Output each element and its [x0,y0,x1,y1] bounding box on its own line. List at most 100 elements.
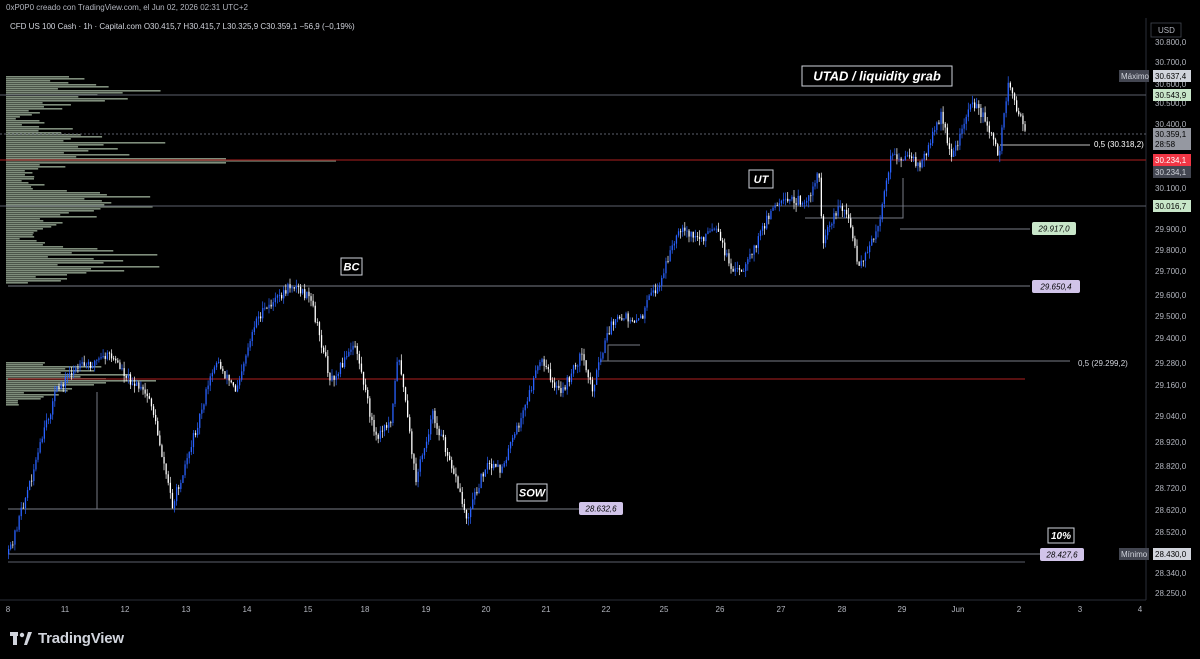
candle-body [478,488,480,494]
candle-body [285,290,287,294]
candle-body [12,544,14,546]
candle-body [667,261,669,262]
candle-body [814,183,816,187]
volume-profile-bar [6,214,61,216]
candle-body [801,202,804,205]
time-tick: 2 [1017,605,1022,614]
price-tick: 29.900,0 [1155,225,1187,234]
candle-body [495,463,497,467]
time-tick: 21 [542,605,551,614]
candle-body [373,419,375,432]
volume-profile-bar [6,152,64,154]
volume-profile-bar [6,106,44,108]
candle-body [360,363,363,372]
candle-body [902,160,904,161]
candle-body [959,133,961,146]
candle-body [249,341,251,348]
volume-profile-bar [6,218,40,220]
red-level-tag: 30.234,1 [1155,156,1187,165]
candle-body [98,358,100,360]
candle-body [850,218,852,228]
candle-body [944,123,946,128]
candle-body [663,273,665,278]
candle-body [770,210,772,220]
maximo-tag-bg [1119,70,1149,82]
candle-body [430,419,432,435]
volume-profile-bar [6,222,63,224]
volume-profile-bar [6,390,68,392]
candle-body [110,353,113,359]
volume-profile-bar [6,202,112,204]
candle-body [140,386,142,389]
candle-body [1024,124,1026,131]
candle-body [961,128,963,134]
candle-body [203,404,205,410]
candle-body [335,376,337,380]
candle-body [558,385,560,389]
candle-body [306,291,308,299]
candle-body [934,130,936,132]
candle-body [516,425,518,435]
volume-profile-bar [6,148,118,150]
candle-body [352,345,354,350]
horizontal-levels [0,94,1146,563]
candle-body [999,150,1001,156]
candle-body [142,386,144,390]
candle-body [491,463,493,469]
candle-body [1018,111,1020,115]
candle-body [270,304,272,307]
volume-profile-bar [6,402,18,404]
candle-body [648,295,650,301]
candle-body [688,230,690,237]
candle-body [108,352,111,354]
candle-body [26,490,29,498]
green-low-tag-bg [1153,200,1191,212]
candle-body [793,196,795,204]
candle-body [417,471,419,483]
candle-body [602,353,604,359]
candle-body [921,159,923,168]
candle-body [287,284,289,294]
candle-body [669,250,671,262]
candle-body [732,268,734,272]
candle-body [808,195,810,201]
time-axis[interactable]: 8 11 12 13 14 15 18 19 20 21 22 25 26 27 28 29 Jun 2 3 4 [6,605,1143,614]
candle-body [820,177,822,217]
candle-body [348,351,350,357]
candle-body [913,156,915,159]
volume-profile-bar [6,248,98,250]
candle-body [583,354,585,361]
candle-body [392,403,394,423]
volume-profile-bar [6,364,43,366]
candle-body [507,448,510,461]
candle-body [728,253,730,264]
volume-profile-bar [6,250,114,252]
candle-body [264,307,266,309]
candle-body [308,291,310,297]
level-label-29650-bg [1032,280,1080,293]
candle-body [37,452,39,460]
candle-body [707,231,709,234]
candle-body [205,389,207,405]
candle-body [224,371,226,379]
candle-body [896,154,898,160]
volume-profile-bar [6,246,64,248]
price-axis[interactable]: USD 30.800,0 30.700,0 30.600,0 30.500,0 30.40… [1119,22,1191,598]
candle-body [320,335,323,348]
volume-profile-bar [6,274,68,276]
candle-body [978,104,980,108]
candle-body [816,173,818,184]
candle-body [218,361,220,363]
candle-body [566,377,568,390]
candle-body [642,315,644,319]
time-tick: 28 [838,605,847,614]
volume-profile-bar [6,170,25,172]
volume-profile-bar [6,232,34,234]
volume-profile-bar [6,204,105,206]
candle-body [549,369,552,381]
candle-body [936,122,938,131]
candle-body [106,352,108,359]
candle-body [228,374,230,381]
candle-body [791,196,793,200]
